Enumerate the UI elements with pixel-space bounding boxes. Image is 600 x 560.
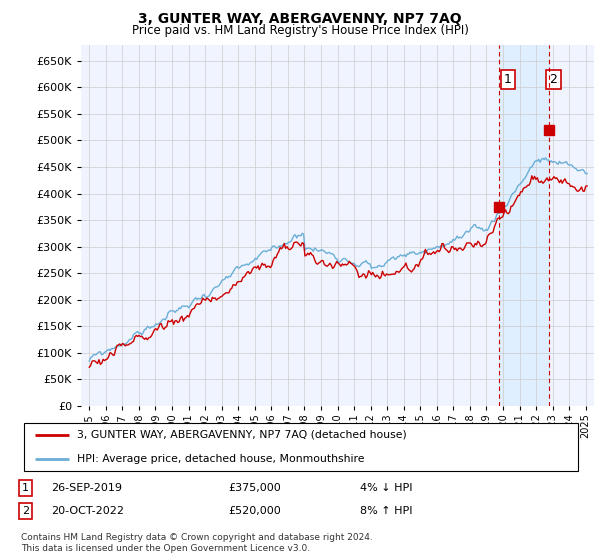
FancyBboxPatch shape [24, 423, 578, 470]
Text: 8% ↑ HPI: 8% ↑ HPI [360, 506, 413, 516]
Text: 1: 1 [504, 73, 512, 86]
Text: Price paid vs. HM Land Registry's House Price Index (HPI): Price paid vs. HM Land Registry's House … [131, 24, 469, 37]
Text: 2: 2 [22, 506, 29, 516]
Text: 3, GUNTER WAY, ABERGAVENNY, NP7 7AQ: 3, GUNTER WAY, ABERGAVENNY, NP7 7AQ [138, 12, 462, 26]
Text: 4% ↓ HPI: 4% ↓ HPI [360, 483, 413, 493]
Text: £375,000: £375,000 [228, 483, 281, 493]
Text: £520,000: £520,000 [228, 506, 281, 516]
Text: 26-SEP-2019: 26-SEP-2019 [51, 483, 122, 493]
Text: HPI: Average price, detached house, Monmouthshire: HPI: Average price, detached house, Monm… [77, 454, 365, 464]
Bar [499, 45, 549, 406]
Text: 3, GUNTER WAY, ABERGAVENNY, NP7 7AQ (detached house): 3, GUNTER WAY, ABERGAVENNY, NP7 7AQ (det… [77, 430, 407, 440]
Text: 20-OCT-2022: 20-OCT-2022 [51, 506, 124, 516]
Text: 1: 1 [22, 483, 29, 493]
Text: 2: 2 [550, 73, 557, 86]
Text: Contains HM Land Registry data © Crown copyright and database right 2024.
This d: Contains HM Land Registry data © Crown c… [21, 533, 373, 553]
